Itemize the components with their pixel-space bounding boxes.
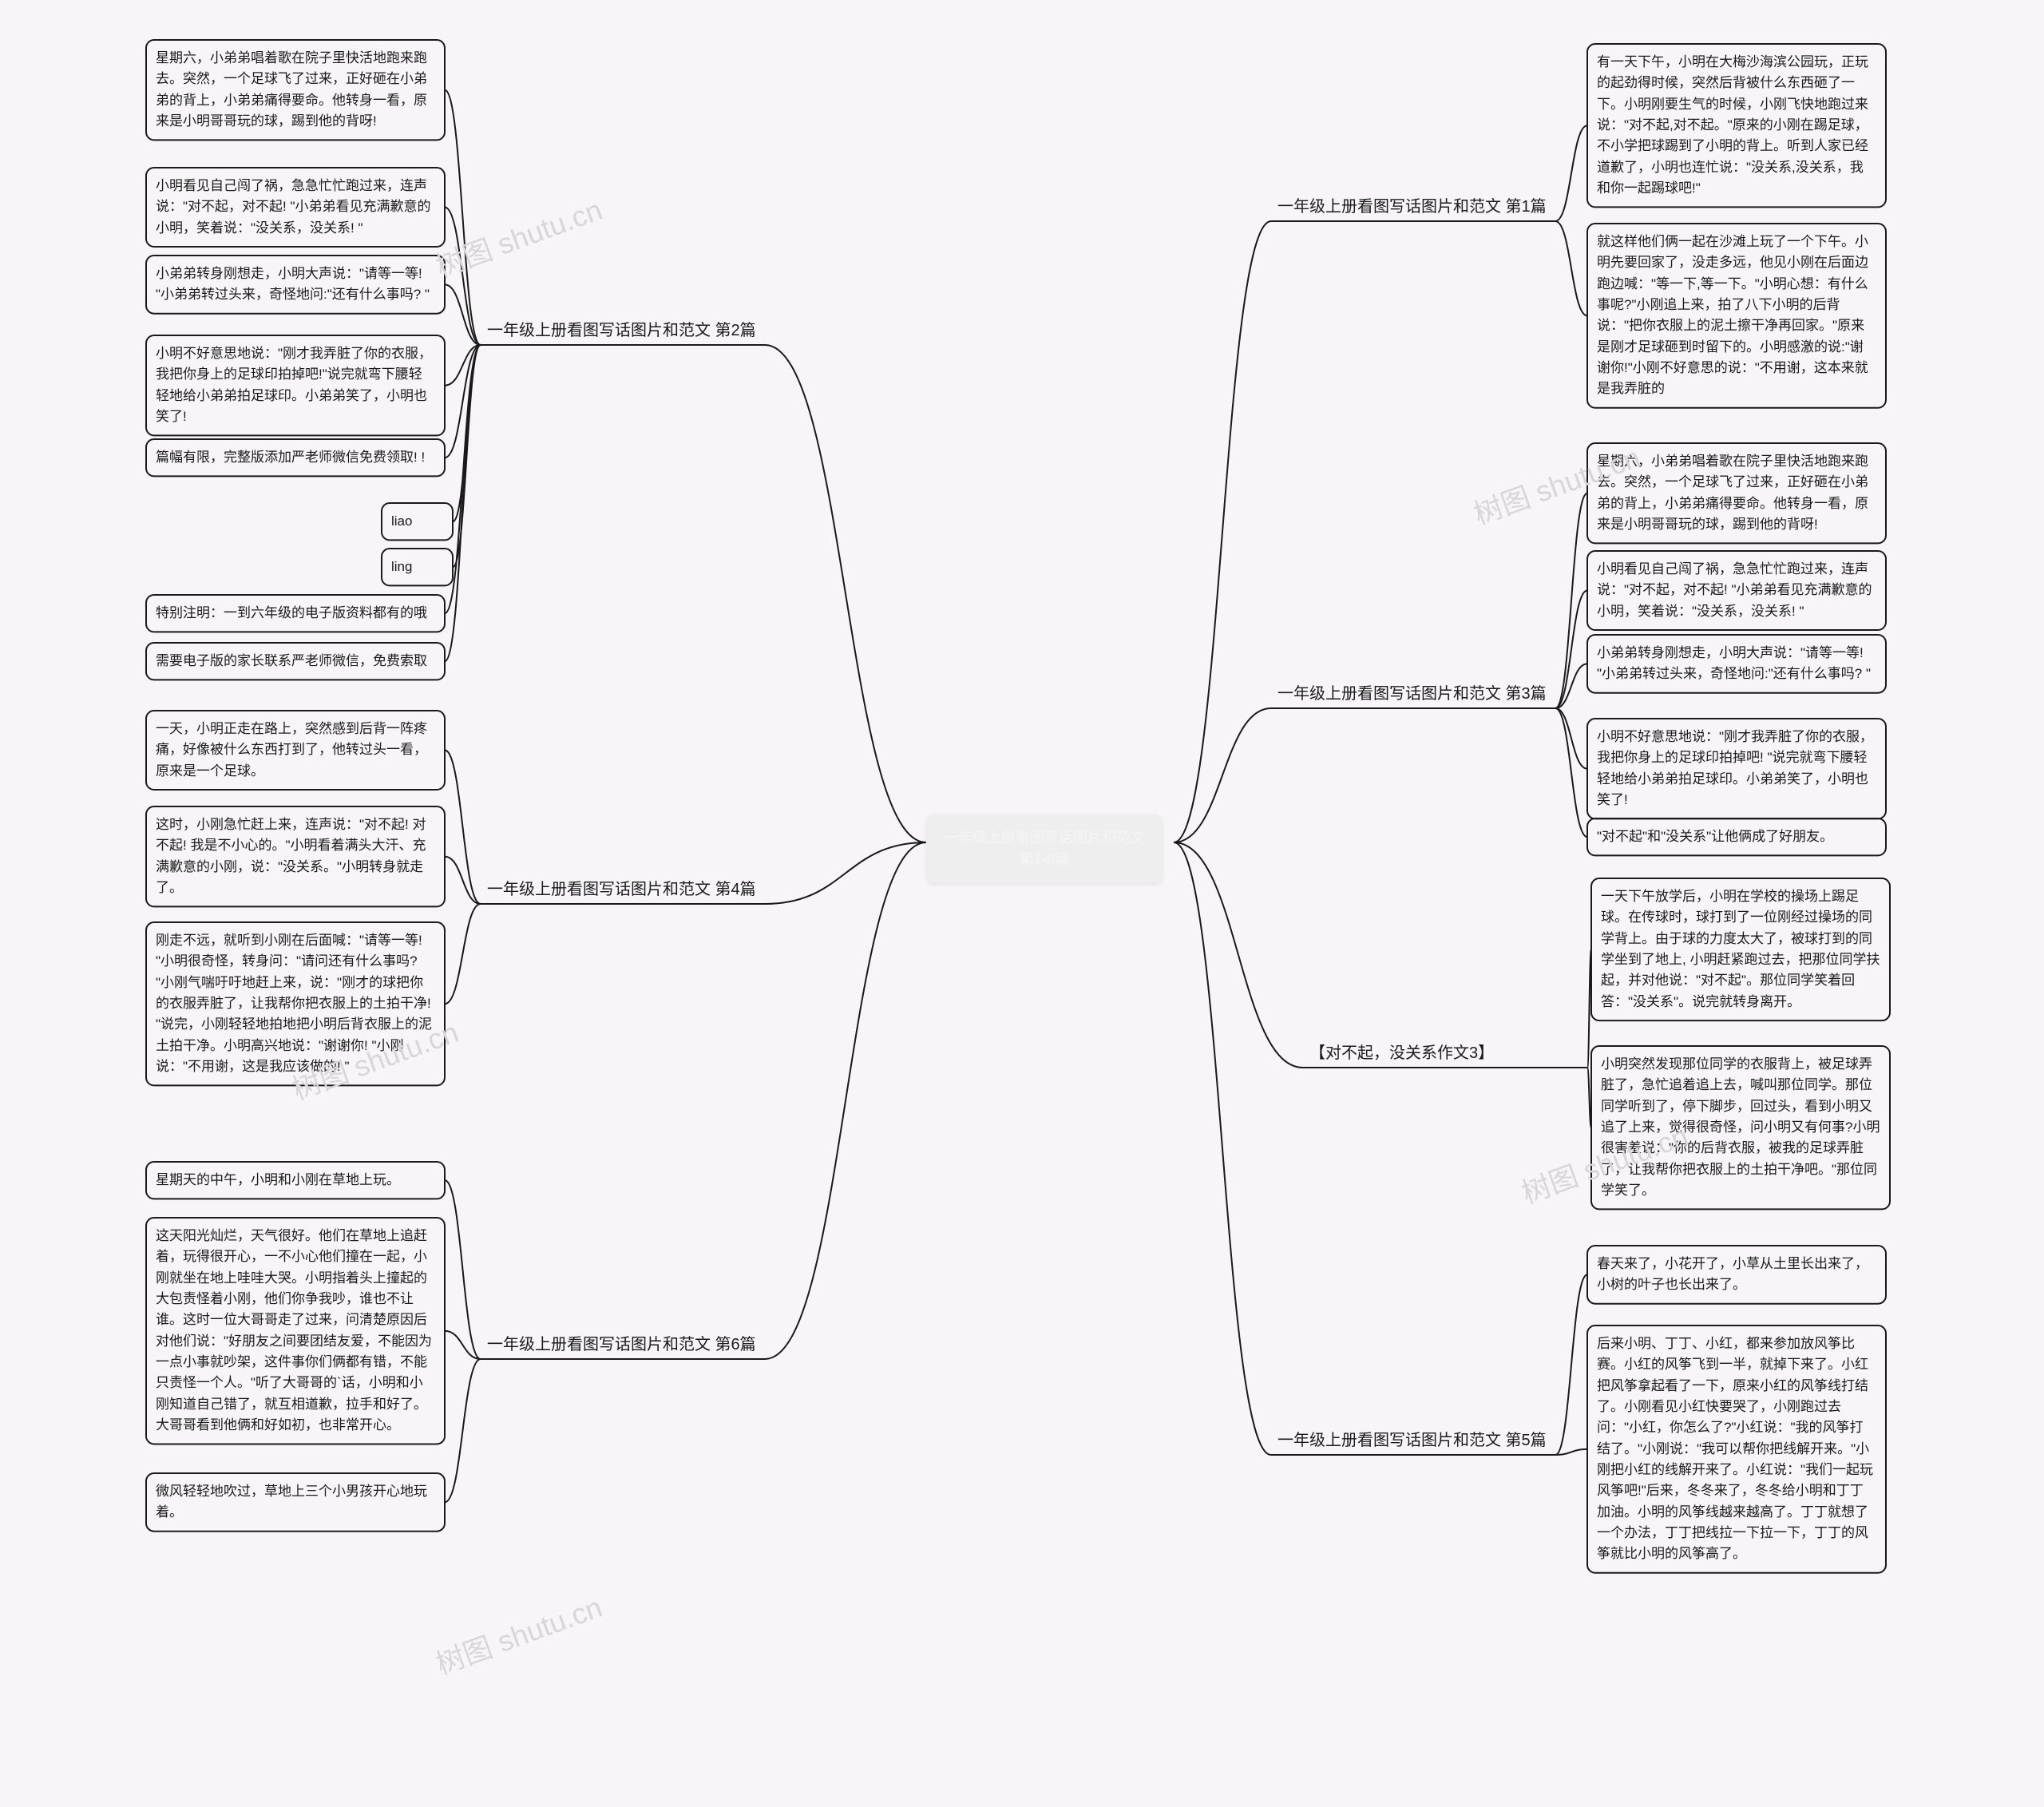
- leaf-node: 小弟弟转身刚想走，小明大声说："请等一等! "小弟弟转过头来，奇怪地问:"还有什…: [1597, 643, 1876, 685]
- watermark: 树图 shutu.cn: [430, 187, 608, 285]
- branch-label: 一年级上册看图写话图片和范文 第3篇: [1278, 683, 1549, 705]
- watermark: 树图 shutu.cn: [430, 1584, 608, 1682]
- branch-label: 一年级上册看图写话图片和范文 第6篇: [487, 1333, 759, 1356]
- leaf-node: 小明不好意思地说："刚才我弄脏了你的衣服，我把你身上的足球印拍掉吧! "说完就弯…: [1597, 727, 1876, 810]
- leaf-node: 小明不好意思地说："刚才我弄脏了你的衣服，我把你身上的足球印拍掉吧!"说完就弯下…: [156, 343, 435, 427]
- leaf-node: 这时，小刚急忙赶上来，连声说："对不起! 对不起! 我是不小心的。"小明看着满头…: [156, 814, 435, 898]
- leaf-node: 特别注明：一到六年级的电子版资料都有的哦: [156, 603, 435, 624]
- leaf-node: 篇幅有限，完整版添加严老师微信免费领取! !: [156, 447, 435, 468]
- leaf-node: 星期六，小弟弟唱着歌在院子里快活地跑来跑去。突然，一个足球飞了过来，正好砸在小弟…: [1597, 451, 1876, 535]
- leaf-node: 有一天下午，小明在大梅沙海滨公园玩，正玩的起劲得时候，突然后背被什么东西砸了一下…: [1597, 52, 1876, 199]
- branch-label: 一年级上册看图写话图片和范文 第2篇: [487, 319, 759, 342]
- leaf-node: 小明看见自己闯了祸，急急忙忙跑过来，连声说："对不起，对不起! "小弟弟看见充满…: [1597, 559, 1876, 622]
- leaf-node: 需要电子版的家长联系严老师微信，免费索取: [156, 651, 435, 672]
- center-node: 一年级上册看图写话图片和范文 第1-6篇: [926, 814, 1163, 883]
- leaf-node: 星期天的中午，小明和小刚在草地上玩。: [156, 1170, 435, 1191]
- leaf-node: "对不起"和"没关系"让他俩成了好朋友。: [1597, 826, 1876, 847]
- center-line2: 第1-6篇: [1020, 851, 1069, 867]
- leaf-node: 微风轻轻地吹过，草地上三个小男孩开心地玩着。: [156, 1481, 435, 1524]
- leaf-node: 小弟弟转身刚想走，小明大声说："请等一等! "小弟弟转过头来，奇怪地问:"还有什…: [156, 264, 435, 306]
- branch-label: 一年级上册看图写话图片和范文 第5篇: [1278, 1429, 1549, 1452]
- center-line1: 一年级上册看图写话图片和范文: [944, 830, 1145, 846]
- leaf-node: 春天来了，小花开了，小草从土里长出来了，小树的叶子也长出来了。: [1597, 1254, 1876, 1296]
- branch-label: 一年级上册看图写话图片和范文 第1篇: [1278, 196, 1549, 218]
- leaf-node: 一天下午放学后，小明在学校的操场上踢足球。在传球时，球打到了一位刚经过操场的同学…: [1601, 886, 1880, 1012]
- leaf-node: 星期六，小弟弟唱着歌在院子里快活地跑来跑去。突然，一个足球飞了过来，正好砸在小弟…: [156, 48, 435, 132]
- leaf-node: liao: [391, 511, 443, 532]
- leaf-node: 后来小明、丁丁、小红，都来参加放风筝比赛。小红的风筝飞到一半，就掉下来了。小红把…: [1597, 1333, 1876, 1565]
- leaf-node: ling: [391, 557, 443, 577]
- leaf-node: 就这样他们俩一起在沙滩上玩了一个下午。小明先要回家了，没走多远，他见小刚在后面边…: [1597, 232, 1876, 400]
- branch-label: 【对不起，没关系作文3】: [1309, 1042, 1581, 1064]
- leaf-node: 这天阳光灿烂，天气很好。他们在草地上追赶着，玩得很开心，一不小心他们撞在一起，小…: [156, 1226, 435, 1436]
- leaf-node: 小明突然发现那位同学的衣服背上，被足球弄脏了，急忙追着追上去，喊叫那位同学。那位…: [1601, 1054, 1880, 1201]
- leaf-node: 一天，小明正走在路上，突然感到后背一阵疼痛，好像被什么东西打到了，他转过头一看，…: [156, 719, 435, 782]
- branch-label: 一年级上册看图写话图片和范文 第4篇: [487, 878, 759, 901]
- leaf-node: 刚走不远，就听到小刚在后面喊："请等一等! "小明很奇怪，转身问："请问还有什么…: [156, 930, 435, 1077]
- leaf-node: 小明看见自己闯了祸，急急忙忙跑过来，连声说："对不起，对不起! "小弟弟看见充满…: [156, 176, 435, 239]
